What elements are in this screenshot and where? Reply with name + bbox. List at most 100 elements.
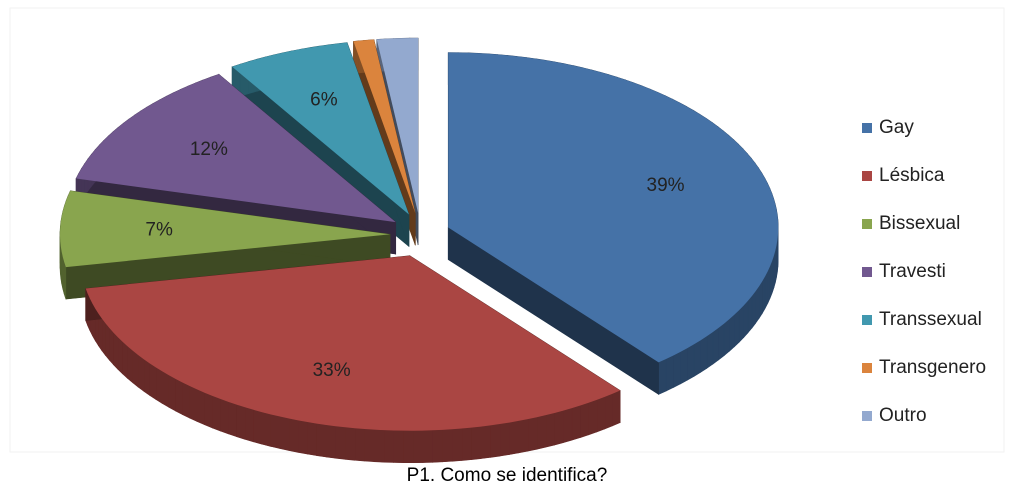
slice-top <box>76 74 396 223</box>
legend-label: Outro <box>879 405 927 426</box>
legend-label: Transgenero <box>879 357 986 378</box>
slice-side <box>442 428 453 463</box>
slice-side <box>364 428 375 462</box>
slice-top <box>232 42 409 215</box>
slice-side <box>344 426 356 461</box>
slice-top <box>353 39 416 214</box>
slice-side <box>175 378 183 416</box>
slice-side <box>673 351 681 388</box>
slice-side <box>189 385 198 422</box>
slice-side <box>122 341 128 379</box>
slice-side <box>738 304 745 343</box>
slice-side <box>480 425 491 459</box>
slice-side <box>596 396 606 433</box>
slice-side <box>117 336 123 375</box>
slice-top <box>60 190 391 268</box>
slice-side <box>508 420 519 455</box>
slice-side <box>288 418 299 453</box>
slice-side <box>297 419 308 455</box>
slice-side <box>155 366 163 404</box>
slice-side <box>219 398 229 435</box>
chart-title: P1. Como se identifica? <box>407 465 608 486</box>
slice-side <box>580 402 589 438</box>
slice-side <box>137 354 145 392</box>
slice-side <box>261 411 272 447</box>
slice-side <box>706 331 714 369</box>
slice-side <box>658 358 667 395</box>
slice-side <box>168 374 176 412</box>
slice-side <box>747 295 753 334</box>
slice-side <box>571 405 581 441</box>
slice-side <box>412 430 424 463</box>
legend-label: Lésbica <box>879 165 945 186</box>
legend-swatch <box>862 315 872 325</box>
slice-side <box>743 299 749 339</box>
slice-side <box>536 414 547 450</box>
legend-swatch <box>862 267 872 277</box>
slice-side <box>769 260 773 299</box>
legend-label: Transsexual <box>879 309 982 330</box>
slice-side <box>612 390 621 427</box>
slice-side <box>718 322 725 361</box>
legend-swatch <box>862 219 872 229</box>
slice-side <box>108 327 114 366</box>
slice-side <box>518 418 529 454</box>
slice-side <box>767 265 771 304</box>
data-label: 1% <box>335 0 363 2</box>
data-label: 12% <box>190 139 228 160</box>
slice-top <box>85 255 621 431</box>
slice-side <box>161 370 169 408</box>
slice-top <box>448 52 779 363</box>
slice-side <box>236 404 246 440</box>
slice-side <box>113 331 119 370</box>
slice-side <box>545 412 555 448</box>
slice-side <box>712 327 719 365</box>
data-label: 7% <box>145 219 173 240</box>
slice-side <box>403 430 414 463</box>
slice-side <box>471 426 482 460</box>
slice-side <box>306 421 317 456</box>
slice-side <box>182 382 190 419</box>
slice <box>59 190 391 300</box>
slice-side <box>127 345 133 384</box>
slice-side <box>393 430 404 463</box>
legend-label: Travesti <box>879 261 946 282</box>
slice-side <box>432 429 443 463</box>
slice-side <box>604 393 613 430</box>
slice-side <box>499 422 510 457</box>
slice-side <box>373 429 385 463</box>
slice-side <box>755 285 760 325</box>
slice <box>85 255 621 463</box>
slice <box>447 52 779 395</box>
slice-side <box>680 347 688 385</box>
slice-side <box>253 409 263 445</box>
slice-side <box>751 290 756 329</box>
slice-side <box>764 271 769 309</box>
slice-side <box>325 424 336 459</box>
slice-side <box>101 317 106 357</box>
slice-side <box>490 423 501 458</box>
slice-side <box>563 407 573 444</box>
legend-swatch <box>862 171 872 181</box>
legend-label: Bissexual <box>879 213 960 234</box>
data-label: 33% <box>313 360 351 381</box>
legend-swatch <box>862 123 872 133</box>
slice-side <box>451 428 463 462</box>
slice-side <box>279 416 290 451</box>
legend-swatch <box>862 411 872 421</box>
slice-side <box>383 429 394 463</box>
slice-side <box>244 406 254 443</box>
slice-side <box>588 399 598 436</box>
slice-side <box>758 280 763 320</box>
slice-side <box>734 309 740 348</box>
slice-side <box>554 410 564 446</box>
data-label: 39% <box>647 175 685 196</box>
slice-side <box>270 414 281 449</box>
slice-side <box>422 429 433 463</box>
slice-side <box>729 313 735 352</box>
slice-side <box>105 322 110 361</box>
slice-side <box>132 350 139 388</box>
slice-side <box>527 416 538 452</box>
data-label: 6% <box>310 90 338 111</box>
